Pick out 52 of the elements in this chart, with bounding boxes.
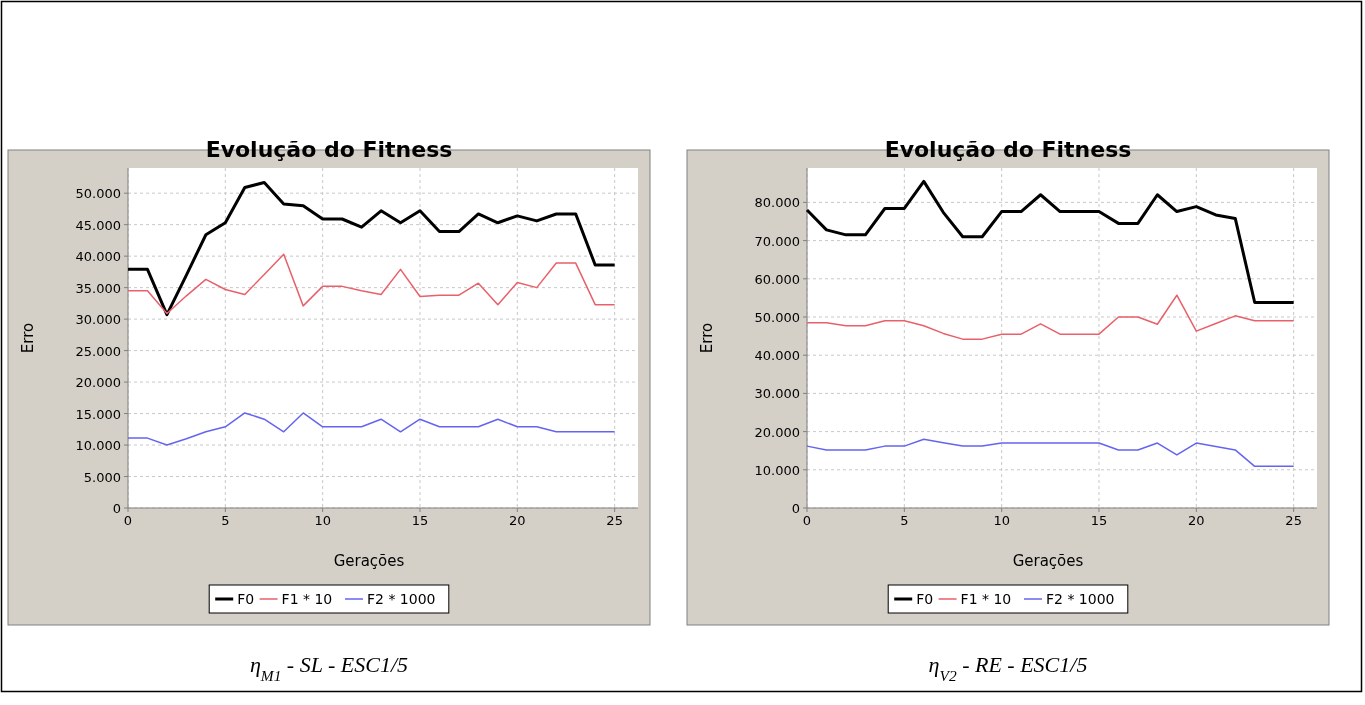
y-tick-label: 50.000 xyxy=(754,309,800,325)
line-series xyxy=(806,438,1295,468)
y-tick-label: 10.000 xyxy=(754,462,800,478)
legend-label: F2 * 1000 xyxy=(1046,591,1115,607)
y-tick-label: 20.000 xyxy=(754,424,800,440)
x-tick-label: 25 xyxy=(606,513,623,528)
x-axis-title: Gerações xyxy=(333,552,405,570)
chart-title: Evolução do Fitness xyxy=(205,137,453,162)
x-tick-label: 15 xyxy=(1090,513,1108,528)
y-tick-label: 50.000 xyxy=(75,186,121,202)
legend-label: F1 * 10 xyxy=(281,591,333,607)
x-tick-label: 0 xyxy=(802,513,812,528)
y-tick-label: 20.000 xyxy=(75,375,121,391)
legend-label: F0 xyxy=(237,591,255,607)
x-tick-label: 10 xyxy=(993,513,1010,528)
y-tick-label: 10.000 xyxy=(75,438,121,454)
y-axis-title: Erro xyxy=(19,322,37,354)
y-tick-label: 0 xyxy=(112,501,121,516)
line-series xyxy=(805,179,1296,304)
y-tick-label: 40.000 xyxy=(754,348,800,364)
text: η$_{M1}$ - SL - ESC1/5 xyxy=(249,652,409,684)
y-tick-label: 45.000 xyxy=(75,217,121,233)
y-tick-label: 30.000 xyxy=(754,386,800,402)
y-tick-label: 0 xyxy=(791,501,800,516)
x-tick-label: 10 xyxy=(314,513,331,528)
y-tick-label: 15.000 xyxy=(75,406,121,422)
y-axis-title: Erro xyxy=(698,322,716,354)
y-tick-label: 60.000 xyxy=(754,271,800,287)
line-series xyxy=(127,253,616,315)
x-tick-label: 20 xyxy=(509,513,526,528)
x-tick-label: 25 xyxy=(1285,513,1302,528)
x-axis-title: Gerações xyxy=(1012,552,1084,570)
x-tick-label: 0 xyxy=(123,513,133,528)
x-tick-label: 5 xyxy=(221,513,230,528)
legend-label: F2 * 1000 xyxy=(367,591,436,607)
legend-label: F0 xyxy=(916,591,934,607)
line-series xyxy=(806,294,1295,340)
y-tick-label: 40.000 xyxy=(75,249,121,265)
text: η$_{V2}$ - RE - ESC1/5 xyxy=(928,652,1088,684)
y-tick-label: 35.000 xyxy=(75,280,121,296)
y-tick-label: 80.000 xyxy=(754,195,800,211)
y-tick-label: 70.000 xyxy=(754,233,800,249)
y-tick-label: 30.000 xyxy=(75,312,121,328)
chart-title: Evolução do Fitness xyxy=(884,137,1132,162)
line-series xyxy=(126,180,617,317)
x-tick-label: 15 xyxy=(411,513,429,528)
y-tick-label: 25.000 xyxy=(75,343,121,359)
x-tick-label: 5 xyxy=(900,513,909,528)
x-tick-label: 20 xyxy=(1188,513,1205,528)
y-tick-label: 5.000 xyxy=(83,469,121,485)
line-series xyxy=(127,412,616,446)
legend-label: F1 * 10 xyxy=(960,591,1012,607)
